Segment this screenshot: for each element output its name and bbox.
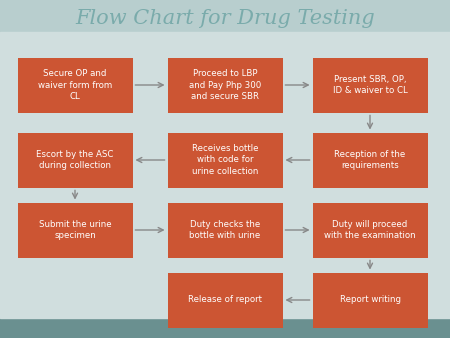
Bar [167,132,283,188]
Text: Report writing: Report writing [339,295,400,305]
Bar [312,132,427,188]
Bar [312,272,427,328]
Bar [0,318,450,338]
Text: Proceed to LBP
and Pay Php 300
and secure SBR: Proceed to LBP and Pay Php 300 and secur… [189,69,261,101]
Bar [18,57,132,113]
Bar [312,57,427,113]
Bar [167,202,283,258]
Bar [18,202,132,258]
Text: Release of report: Release of report [188,295,262,305]
Text: Escort by the ASC
during collection: Escort by the ASC during collection [36,150,114,170]
Text: Reception of the
requirements: Reception of the requirements [334,150,405,170]
Text: Duty checks the
bottle with urine: Duty checks the bottle with urine [189,220,261,240]
Text: Duty will proceed
with the examination: Duty will proceed with the examination [324,220,416,240]
Text: Secure OP and
waiver form from
CL: Secure OP and waiver form from CL [38,69,112,101]
Text: Flow Chart for Drug Testing: Flow Chart for Drug Testing [75,8,375,27]
Bar [312,202,427,258]
Text: Present SBR, OP,
ID & waiver to CL: Present SBR, OP, ID & waiver to CL [333,75,407,95]
Bar [167,272,283,328]
Bar [0,32,450,318]
Text: Submit the urine
specimen: Submit the urine specimen [39,220,111,240]
Bar [18,132,132,188]
Bar [167,57,283,113]
Text: Receives bottle
with code for
urine collection: Receives bottle with code for urine coll… [192,144,258,176]
